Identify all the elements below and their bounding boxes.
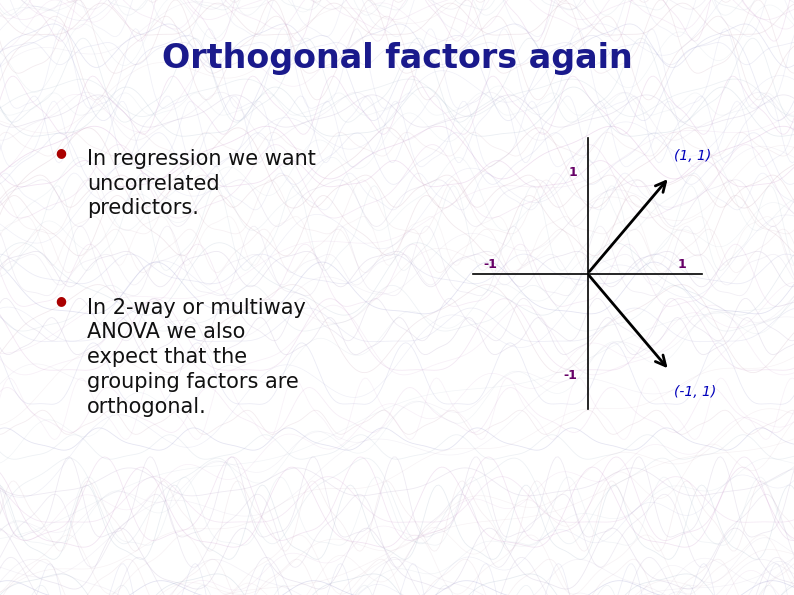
Text: (1, 1): (1, 1)	[673, 149, 711, 162]
Text: 1: 1	[569, 165, 578, 178]
Text: 1: 1	[677, 258, 686, 271]
Text: ●: ●	[56, 146, 67, 159]
Text: (-1, 1): (-1, 1)	[673, 385, 715, 399]
Text: -1: -1	[484, 258, 498, 271]
Text: ●: ●	[56, 295, 67, 308]
Text: Orthogonal factors again: Orthogonal factors again	[162, 42, 632, 74]
Text: In 2-way or multiway
ANOVA we also
expect that the
grouping factors are
orthogon: In 2-way or multiway ANOVA we also expec…	[87, 298, 306, 416]
Text: -1: -1	[564, 369, 578, 382]
Text: In regression we want
uncorrelated
predictors.: In regression we want uncorrelated predi…	[87, 149, 316, 218]
